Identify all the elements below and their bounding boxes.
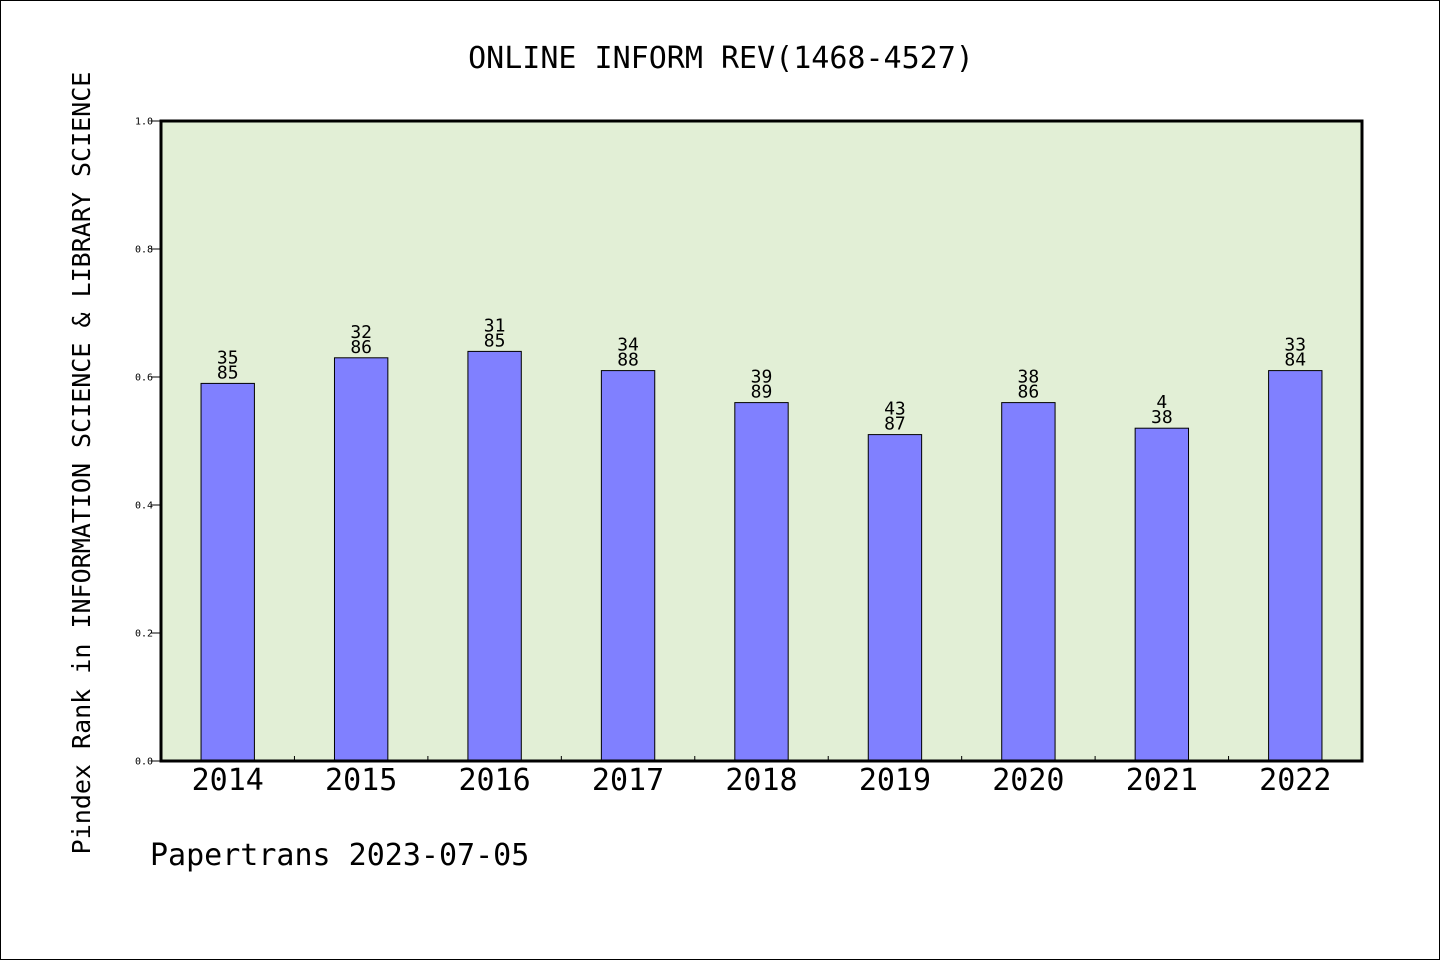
bar-rank-label: 34 bbox=[617, 335, 639, 356]
footer-credit: Papertrans 2023-07-05 bbox=[150, 838, 529, 873]
bar-rank-label: 4 bbox=[1156, 392, 1167, 413]
plot-border bbox=[159, 119, 1364, 763]
y-tick-label: 1.0 bbox=[135, 117, 153, 128]
x-tick-label: 2022 bbox=[1259, 763, 1331, 798]
bar-rank-label: 33 bbox=[1284, 335, 1306, 356]
y-tick-label: 0.4 bbox=[135, 501, 153, 512]
bar-2016 bbox=[467, 350, 522, 762]
chart-title: ONLINE INFORM REV(1468-4527) bbox=[468, 41, 974, 76]
x-tick-label: 2016 bbox=[458, 763, 530, 798]
bar-2014 bbox=[200, 382, 255, 762]
bar-2021 bbox=[1134, 427, 1190, 762]
y-tick-label: 0.0 bbox=[135, 757, 153, 768]
x-tick-label: 2020 bbox=[992, 763, 1064, 798]
y-axis-label: Pindex Rank in INFORMATION SCIENCE & LIB… bbox=[67, 72, 96, 855]
y-tick-label: 0.2 bbox=[135, 629, 153, 640]
bars-group bbox=[200, 350, 1323, 762]
bar-2015 bbox=[333, 357, 389, 762]
x-tick-label: 2015 bbox=[325, 763, 397, 798]
bar-rank-label: 31 bbox=[484, 315, 506, 336]
x-tick-label: 2021 bbox=[1126, 763, 1198, 798]
x-tick-label: 2014 bbox=[192, 763, 264, 798]
bar-rank-label: 32 bbox=[350, 322, 372, 343]
y-tick-label: 0.8 bbox=[135, 245, 153, 256]
y-axis-ticks: 0.0 0.2 0.4 0.6 0.8 1.0 bbox=[135, 117, 161, 768]
x-tick-label: 2018 bbox=[725, 763, 797, 798]
bar-total-label: 84 bbox=[1284, 350, 1306, 371]
bar-2019 bbox=[867, 434, 923, 762]
bar-rank-label: 38 bbox=[1018, 367, 1040, 388]
x-axis-labels: 2014 2015 2016 2017 2018 2019 2020 2021 2022 bbox=[192, 763, 1332, 798]
bar-total-label: 88 bbox=[617, 350, 639, 371]
bar-2018 bbox=[734, 402, 789, 762]
x-tick-label: 2019 bbox=[859, 763, 931, 798]
bar-2022 bbox=[1268, 370, 1323, 762]
bar-rank-label: 35 bbox=[217, 347, 239, 368]
bar-total-label: 89 bbox=[751, 382, 773, 403]
bar-total-label: 85 bbox=[217, 362, 239, 383]
bar-total-label: 38 bbox=[1151, 407, 1173, 428]
y-tick-label: 0.6 bbox=[135, 373, 153, 384]
bar-2020 bbox=[1001, 402, 1056, 762]
x-tick-label: 2017 bbox=[592, 763, 664, 798]
bar-2017 bbox=[600, 370, 656, 762]
bar-total-label: 87 bbox=[884, 414, 906, 435]
bar-rank-label: 43 bbox=[884, 399, 906, 420]
bar-total-label: 86 bbox=[1018, 382, 1040, 403]
bar-total-label: 86 bbox=[350, 337, 372, 358]
bar-rank-label: 39 bbox=[751, 367, 773, 388]
bar-total-label: 85 bbox=[484, 330, 506, 351]
